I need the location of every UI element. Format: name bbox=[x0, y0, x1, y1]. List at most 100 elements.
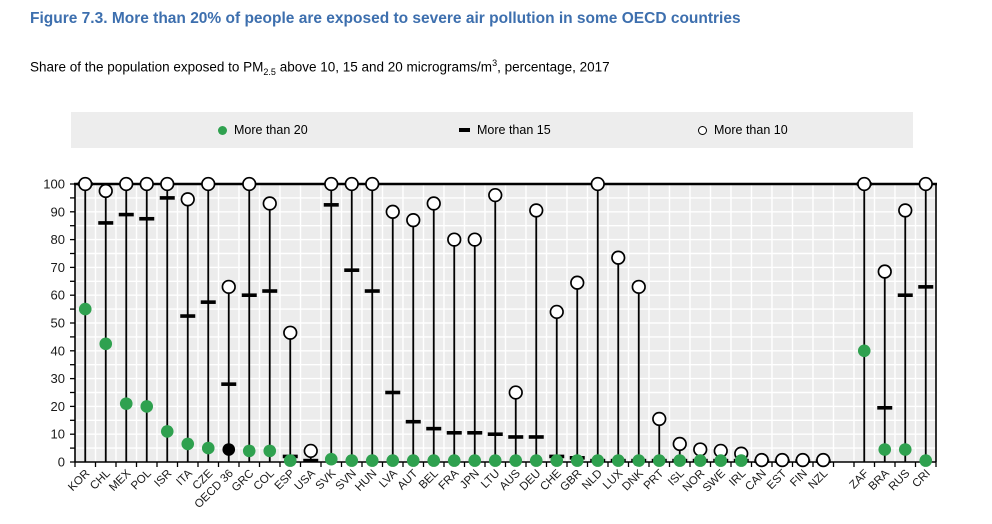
more-than-10-marker bbox=[918, 176, 933, 192]
more-than-20-marker bbox=[345, 454, 359, 467]
plot-frame bbox=[74, 182, 937, 463]
x-axis-label: ISR bbox=[152, 468, 174, 490]
more-than-10-marker bbox=[426, 196, 441, 211]
axis-ticks bbox=[70, 183, 937, 467]
more-than-15-marker bbox=[487, 432, 503, 436]
legend-item-more-than-15: More than 15 bbox=[459, 112, 551, 148]
more-than-10-marker bbox=[78, 176, 93, 192]
filled-dot-icon bbox=[218, 125, 227, 135]
x-axis-label: NZL bbox=[807, 467, 831, 491]
x-axis-label: LUX bbox=[601, 467, 626, 492]
more-than-10-marker bbox=[754, 452, 769, 468]
subtitle-text-post: , percentage, 2017 bbox=[497, 59, 610, 75]
legend-label: More than 10 bbox=[714, 123, 788, 137]
legend-label: More than 20 bbox=[234, 123, 308, 137]
more-than-10-marker bbox=[160, 176, 175, 192]
more-than-20-marker bbox=[488, 454, 502, 467]
more-than-10-marker bbox=[365, 176, 380, 192]
y-axis-labels: 0 10 20 30 40 50 60 70 80 90 100 bbox=[43, 177, 65, 470]
figure-title: Figure 7.3. More than 20% of people are … bbox=[30, 10, 741, 27]
more-than-10-marker bbox=[857, 176, 872, 192]
more-than-10-marker bbox=[221, 279, 236, 295]
open-circle-icon bbox=[698, 125, 707, 135]
legend-label: More than 15 bbox=[477, 123, 551, 137]
more-than-20-marker bbox=[898, 443, 912, 456]
more-than-15-marker bbox=[446, 431, 462, 435]
x-axis-label: SVK bbox=[314, 467, 339, 492]
more-than-10-marker bbox=[877, 264, 892, 279]
more-than-20-marker bbox=[632, 454, 646, 467]
more-than-10-marker bbox=[406, 212, 421, 228]
more-than-15-marker bbox=[200, 300, 216, 304]
x-axis-label: PRT bbox=[642, 468, 667, 493]
y-tick-label: 70 bbox=[51, 260, 65, 275]
x-axis-label: CAN bbox=[743, 468, 769, 494]
more-than-10-marker bbox=[693, 442, 708, 457]
more-than-10-marker bbox=[529, 203, 544, 218]
x-axis-label: CRI bbox=[910, 468, 932, 490]
more-than-20-marker bbox=[714, 454, 728, 467]
more-than-10-marker bbox=[119, 176, 134, 192]
more-than-15-marker bbox=[405, 419, 421, 424]
x-axis-label: EST bbox=[765, 468, 789, 492]
x-axis-label: ZAF bbox=[848, 468, 872, 492]
more-than-20-marker bbox=[919, 454, 933, 467]
more-than-10-marker bbox=[652, 411, 667, 427]
more-than-20-marker bbox=[611, 454, 625, 467]
more-than-15-marker bbox=[385, 390, 401, 395]
more-than-20-marker bbox=[591, 454, 605, 467]
subtitle-text-mid: above 10, 15 and 20 micrograms/m bbox=[275, 59, 493, 75]
x-axis-label: FIN bbox=[788, 468, 810, 490]
more-than-15-marker bbox=[303, 458, 319, 463]
figure-subtitle: Share of the population exposed to PM2.5… bbox=[30, 58, 970, 77]
more-than-15-marker bbox=[98, 221, 114, 225]
more-than-10-marker bbox=[816, 452, 831, 468]
more-than-10-marker bbox=[385, 204, 400, 219]
x-axis-label: COL bbox=[252, 467, 278, 493]
legend-item-more-than-10: More than 10 bbox=[698, 112, 788, 148]
more-than-20-marker bbox=[652, 454, 666, 467]
more-than-20-marker bbox=[78, 302, 92, 316]
more-than-20-marker bbox=[406, 454, 420, 467]
x-axis-label: NLD bbox=[580, 468, 605, 493]
more-than-15-marker bbox=[918, 285, 934, 289]
y-tick-label: 90 bbox=[51, 204, 65, 219]
x-axis-label: LTU bbox=[479, 468, 502, 491]
y-tick-label: 10 bbox=[51, 427, 65, 442]
more-than-20-marker bbox=[283, 454, 297, 467]
more-than-10-marker bbox=[488, 187, 503, 203]
more-than-20-marker bbox=[160, 425, 174, 438]
more-than-20-marker bbox=[509, 454, 523, 467]
x-axis-label: CHE bbox=[538, 467, 564, 493]
more-than-10-marker bbox=[508, 385, 523, 400]
x-axis-label: DEU bbox=[518, 468, 544, 494]
more-than-15-marker bbox=[467, 431, 483, 435]
more-than-15-marker bbox=[528, 435, 544, 439]
x-axis-label: SWE bbox=[701, 467, 728, 494]
more-than-20-marker bbox=[427, 454, 441, 467]
dash-icon bbox=[459, 128, 470, 132]
pm-subscript: 2.5 bbox=[263, 67, 276, 78]
more-than-10-marker bbox=[795, 452, 810, 468]
more-than-10-marker bbox=[549, 304, 564, 320]
x-axis-label: USA bbox=[293, 467, 318, 492]
legend-item-more-than-20: More than 20 bbox=[218, 112, 308, 148]
more-than-10-marker bbox=[672, 436, 687, 452]
more-than-10-marker bbox=[447, 232, 462, 247]
more-than-15-marker bbox=[426, 426, 442, 431]
more-than-20-marker bbox=[324, 452, 338, 466]
x-axis-label: MEX bbox=[107, 467, 133, 493]
more-than-20-marker bbox=[693, 454, 707, 467]
x-axis-label: GRC bbox=[230, 468, 257, 495]
subtitle-text: Share of the population exposed to PM bbox=[30, 59, 264, 75]
more-than-20-marker bbox=[201, 441, 215, 455]
x-axis-label: ESP bbox=[273, 467, 298, 492]
more-than-10-marker bbox=[180, 192, 195, 207]
more-than-20-marker bbox=[570, 454, 584, 467]
more-than-10-marker bbox=[775, 452, 790, 468]
more-than-20-marker bbox=[222, 443, 236, 456]
more-than-15-marker bbox=[118, 212, 134, 217]
y-tick-label: 100 bbox=[43, 177, 65, 192]
x-axis-label: BEL bbox=[417, 467, 441, 491]
